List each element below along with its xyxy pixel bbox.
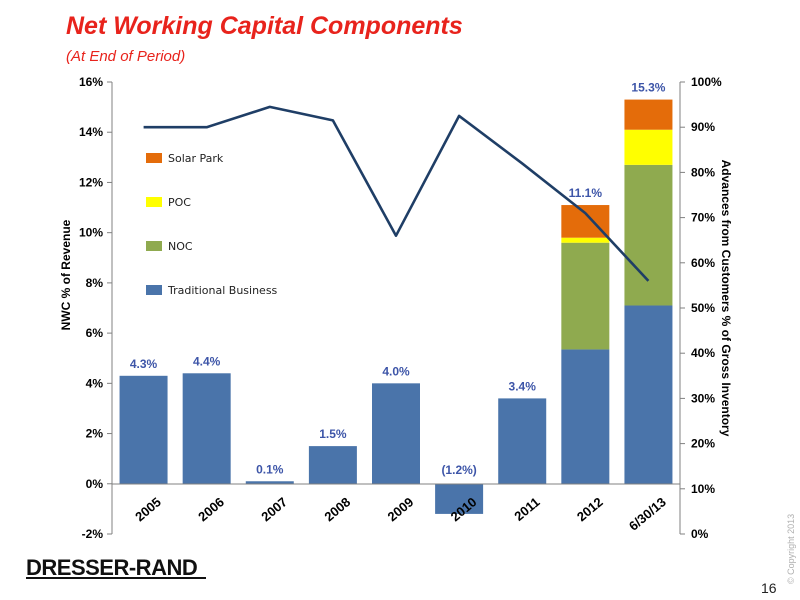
data-label: (1.2%)	[441, 463, 476, 477]
right-tick-label: 30%	[691, 391, 715, 405]
x-tick-label: 2006	[195, 494, 227, 524]
x-tick-label: 2008	[321, 494, 353, 524]
left-tick-label: -2%	[82, 527, 104, 541]
right-tick-label: 10%	[691, 482, 715, 496]
left-tick-label: 16%	[79, 75, 103, 89]
dresser-rand-logo: DRESSER-RAND	[26, 555, 206, 580]
left-tick-label: 8%	[86, 276, 104, 290]
data-label: 4.0%	[382, 364, 410, 378]
x-tick-label: 6/30/13	[626, 494, 669, 533]
chart-subtitle: (At End of Period)	[66, 48, 186, 65]
legend-label: NOC	[168, 240, 193, 253]
data-label: 1.5%	[319, 427, 347, 441]
x-tick-label: 2007	[258, 494, 290, 524]
left-tick-label: 12%	[79, 175, 103, 189]
bar-noc-7	[561, 242, 610, 350]
left-tick-label: 0%	[86, 477, 104, 491]
data-label: 4.4%	[193, 354, 221, 368]
x-axis-ticks: 2005 2006 2007 2008 2009 2010 2011 2012 6/30/13	[132, 494, 669, 533]
left-tick-label: 14%	[79, 125, 103, 139]
bar-traditional-business-0	[119, 375, 168, 484]
right-tick-label: 90%	[691, 120, 715, 134]
left-tick-label: 4%	[86, 376, 104, 390]
right-tick-label: 50%	[691, 301, 715, 315]
bar-traditional-business-8	[624, 305, 673, 484]
logo-underline	[26, 577, 206, 579]
bar-traditional-business-3	[308, 446, 357, 484]
left-tick-label: 10%	[79, 226, 103, 240]
right-tick-label: 80%	[691, 165, 715, 179]
legend: Solar Park POC NOC Traditional Business	[146, 152, 278, 297]
x-tick-label: 2012	[574, 494, 606, 524]
y-axis-label-left: NWC % of Revenue	[59, 219, 73, 330]
y-axis-label-right: Advances from Customers % of Gross Inven…	[719, 160, 733, 437]
x-tick-label: 2005	[132, 494, 164, 524]
left-tick-label: 6%	[86, 326, 104, 340]
legend-swatch	[146, 153, 162, 163]
bar-poc-8	[624, 129, 673, 165]
data-label: 15.3%	[631, 81, 665, 95]
bar-solar-park-7	[561, 205, 610, 238]
legend-label: Traditional Business	[167, 284, 278, 297]
bar-traditional-business-1	[182, 373, 231, 484]
bar-traditional-business-5	[435, 483, 484, 514]
right-tick-label: 40%	[691, 346, 715, 360]
right-tick-label: 100%	[691, 75, 722, 89]
copyright-text: © Copyright 2013	[786, 513, 796, 584]
logo-text: DRESSER-RAND	[26, 555, 197, 580]
bar-traditional-business-2	[245, 481, 294, 484]
left-tick-label: 2%	[86, 427, 104, 441]
advances-line	[143, 105, 650, 282]
right-axis-ticks: 0% 10% 20% 30% 40% 50% 60% 70% 80% 90% 100%	[680, 75, 722, 541]
right-tick-label: 0%	[691, 527, 709, 541]
bar-poc-7	[561, 237, 610, 243]
data-label: 11.1%	[569, 186, 603, 200]
bar-traditional-business-4	[372, 383, 420, 484]
x-tick-label: 2009	[385, 494, 417, 524]
data-label: 4.3%	[130, 357, 158, 371]
bar-traditional-business-7	[561, 349, 610, 484]
bar-group	[119, 99, 673, 514]
legend-swatch	[146, 285, 162, 295]
data-labels: 4.3% 4.4% 0.1% 1.5% 4.0% (1.2%) 3.4% 11.1% 15.3%	[130, 81, 666, 477]
bar-solar-park-8	[624, 99, 673, 130]
legend-label: Solar Park	[168, 152, 224, 165]
left-axis-ticks: -2% 0% 2% 4% 6% 8% 10% 12% 14% 16%	[79, 75, 112, 541]
bar-traditional-business-6	[498, 398, 547, 484]
x-tick-label: 2011	[511, 494, 542, 524]
legend-swatch	[146, 197, 162, 207]
legend-swatch	[146, 241, 162, 251]
data-label: 3.4%	[509, 379, 537, 393]
bar-noc-8	[624, 164, 673, 306]
page-number: 16	[761, 580, 777, 596]
right-tick-label: 20%	[691, 437, 715, 451]
right-tick-label: 60%	[691, 256, 715, 270]
right-tick-label: 70%	[691, 211, 715, 225]
data-label: 0.1%	[256, 462, 284, 476]
legend-label: POC	[168, 196, 191, 209]
chart-title: Net Working Capital Components	[66, 12, 463, 40]
